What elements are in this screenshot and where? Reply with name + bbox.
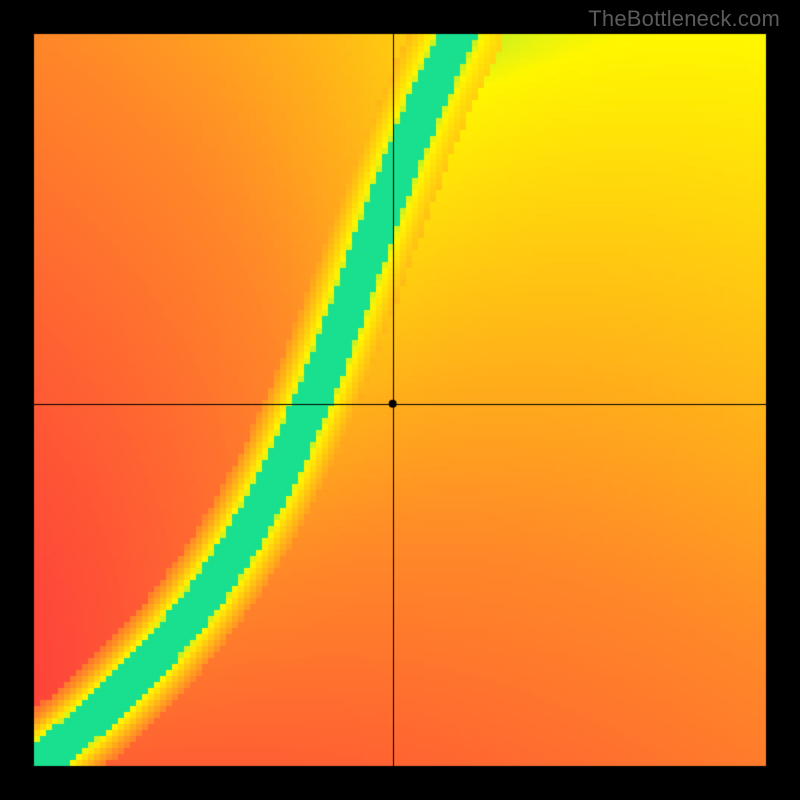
bottleneck-heatmap-canvas (0, 0, 800, 800)
watermark-label: TheBottleneck.com (588, 6, 780, 32)
chart-root: TheBottleneck.com (0, 0, 800, 800)
